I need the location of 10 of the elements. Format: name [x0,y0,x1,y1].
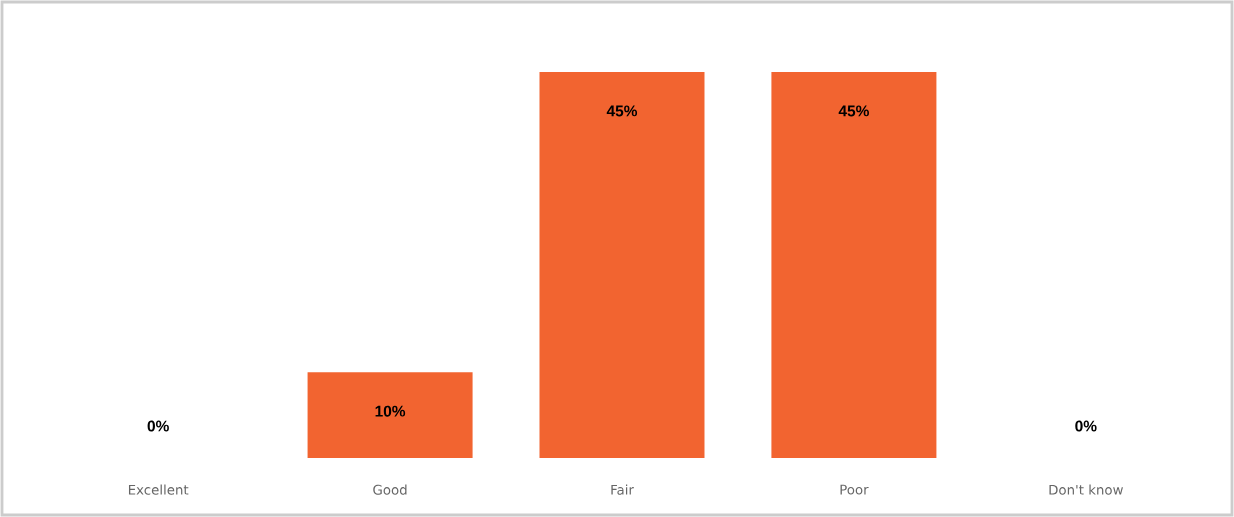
data-label: 10% [375,405,406,417]
data-label: 45% [606,105,638,117]
x-tick-label: Poor [840,484,869,495]
data-label: 45% [838,105,869,117]
x-tick-label: Fair [611,484,634,495]
data-label: 0% [147,420,169,432]
data-label: 0% [1075,420,1097,432]
x-tick-label: Good [373,484,407,495]
x-tick-label: Excellent [128,484,189,495]
x-tick-label: Don't know [1049,484,1123,495]
